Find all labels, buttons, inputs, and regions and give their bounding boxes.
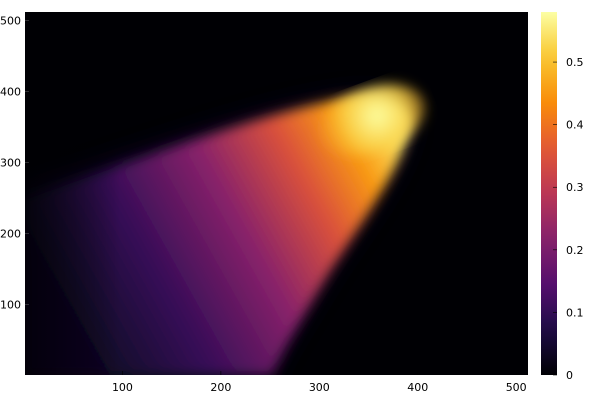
x-tick-label: 100 (112, 381, 133, 394)
colorbar-tick-label: 0.4 (566, 119, 584, 132)
colorbar-tick-label: 0.3 (566, 181, 584, 194)
x-tick-label: 400 (407, 381, 428, 394)
x-tick-label: 500 (506, 381, 527, 394)
y-tick-label: 200 (0, 228, 21, 241)
y-tick-label: 400 (0, 86, 21, 99)
y-tick-label: 300 (0, 157, 21, 170)
colorbar-tick-label: 0.5 (566, 56, 584, 69)
left-edge-fade (25, 12, 125, 375)
y-tick-label: 100 (0, 299, 21, 312)
heatmap-field (25, 12, 425, 375)
colorbar (541, 12, 557, 375)
x-tick-label: 300 (309, 381, 330, 394)
colorbar-tick-label: 0.1 (566, 306, 584, 319)
colorbar-tick-label: 0 (566, 369, 573, 382)
y-tick-label: 500 (0, 15, 21, 28)
x-tick-label: 200 (210, 381, 231, 394)
colorbar-tick-label: 0.2 (566, 244, 584, 257)
plume-core (319, 84, 425, 156)
